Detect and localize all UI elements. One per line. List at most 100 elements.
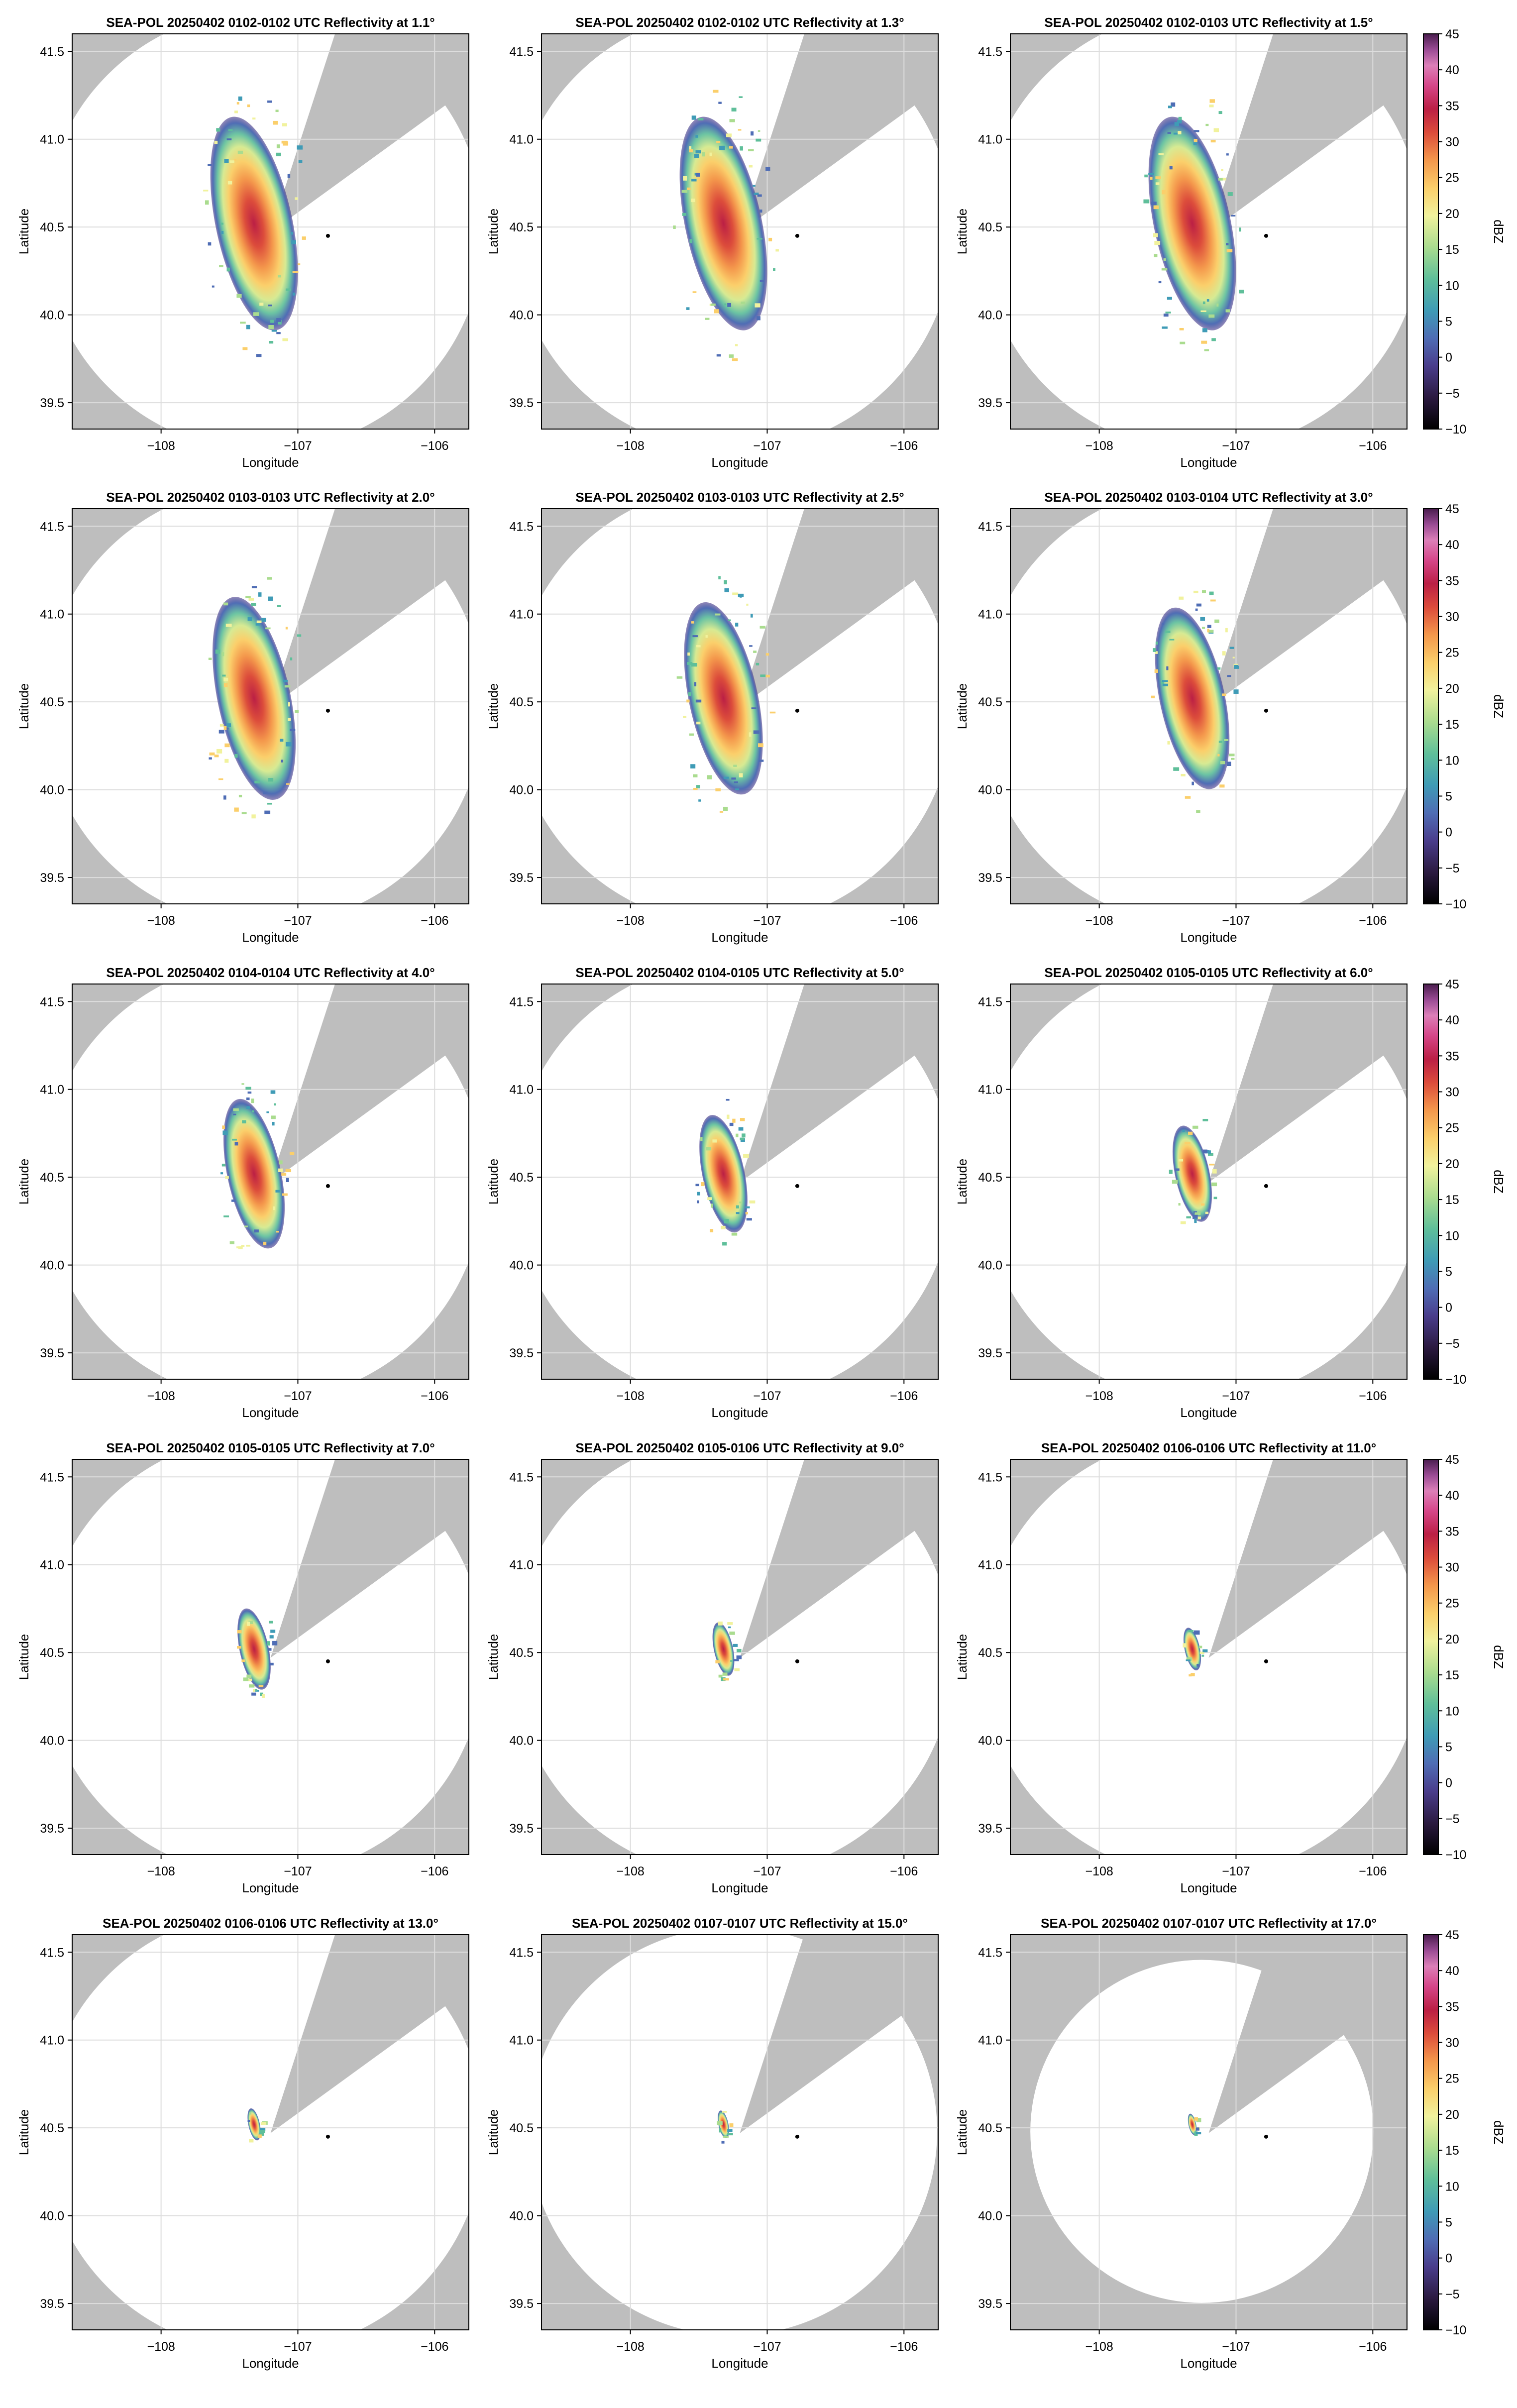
echo-speckle — [295, 710, 299, 713]
echo-speckle — [280, 739, 284, 742]
y-tick-label: 39.5 — [40, 1346, 64, 1360]
echo-speckle — [276, 1231, 279, 1233]
axes-frame — [72, 984, 469, 1380]
echo-speckle — [673, 225, 676, 229]
y-tick-label: 40.5 — [509, 2121, 534, 2135]
x-tick-label: −106 — [890, 914, 918, 928]
y-axis-label: Latitude — [486, 2109, 501, 2156]
echo-speckle — [276, 152, 281, 156]
echo-speckle — [284, 685, 291, 688]
x-tick-label: −106 — [890, 439, 918, 453]
echo-speckle — [1154, 254, 1158, 257]
y-tick-label: 41.0 — [978, 1083, 1002, 1097]
echo-speckle — [759, 280, 764, 282]
echo-speckle — [221, 652, 224, 657]
panel-title: SEA-POL 20250402 0102-0103 UTC Reflectiv… — [1044, 15, 1373, 30]
y-axis-label: Latitude — [486, 209, 501, 255]
blocked-sector — [270, 984, 469, 1183]
y-axis-label: Latitude — [955, 1159, 970, 1205]
plot-area — [72, 984, 469, 1379]
echo-speckle — [1217, 667, 1221, 670]
y-tick-label: 40.0 — [978, 783, 1002, 797]
echo-speckle — [1178, 116, 1182, 121]
echo-speckle — [1210, 599, 1216, 602]
plot-area — [542, 34, 938, 429]
echo-speckle — [1186, 1657, 1192, 1661]
echo-core — [684, 602, 763, 795]
echo-speckle — [221, 222, 223, 225]
echo-speckle — [730, 1660, 733, 1662]
echo-speckle — [1201, 340, 1207, 344]
echo-speckle — [226, 723, 231, 727]
echo-speckle — [701, 1182, 705, 1187]
echo-speckle — [290, 729, 296, 731]
radar-site-marker — [1264, 1659, 1268, 1663]
colorbar-tick-label: −5 — [1445, 1337, 1460, 1351]
echo-speckle — [1174, 122, 1179, 126]
echo-speckle — [224, 728, 229, 730]
y-tick-label: 41.0 — [509, 133, 534, 147]
colorbar: 45 40 35 30 25 20 15 10 5 0 −5 −10 dBZ — [1423, 27, 1506, 437]
echo-speckle — [689, 149, 693, 153]
echo-speckle — [259, 302, 264, 306]
echo-speckle — [1171, 102, 1176, 107]
echo-speckle — [245, 1087, 251, 1090]
echo-speckle — [223, 683, 228, 687]
colorbar-tick-label: 45 — [1445, 27, 1459, 41]
echo-speckle — [1167, 741, 1170, 745]
echo-speckle — [734, 1668, 740, 1671]
echo-speckle — [270, 320, 274, 323]
echo-speckle — [275, 1190, 280, 1193]
echo-speckle — [1202, 301, 1205, 305]
echo-speckle — [1198, 1645, 1202, 1648]
blocked-sector — [740, 984, 938, 1183]
panel-7: −108 −107 −106 39.5 40.0 40.5 41.0 41.5 SEA-POL … — [16, 965, 469, 1420]
echo-speckle — [1179, 1159, 1184, 1162]
echo-speckle — [738, 1127, 744, 1131]
echo-speckle — [757, 238, 762, 240]
echo-speckle — [251, 814, 256, 819]
colorbar: 45 40 35 30 25 20 15 10 5 0 −5 −10 dBZ — [1423, 1928, 1506, 2337]
echo-speckle — [1193, 141, 1197, 145]
echo-speckle — [208, 164, 212, 166]
echo-speckle — [1193, 130, 1199, 132]
colorbar-tick-label: 25 — [1445, 646, 1459, 660]
echo-speckle — [1213, 1197, 1217, 1200]
echo-core — [1155, 607, 1230, 789]
echo-speckle — [222, 1130, 228, 1135]
echo-speckle — [756, 138, 761, 142]
echo-speckle — [1155, 176, 1161, 180]
colorbar-tick-label: 10 — [1445, 279, 1459, 293]
echo-speckle — [732, 592, 739, 595]
echo-speckle — [719, 145, 725, 150]
echo-speckle — [1239, 290, 1244, 294]
echo-speckle — [1182, 1130, 1185, 1132]
x-tick-label: −107 — [1222, 1389, 1250, 1403]
echo-speckle — [226, 267, 230, 271]
echo-speckle — [697, 1192, 700, 1196]
echo-speckle — [224, 759, 229, 763]
echo-speckle — [1217, 754, 1220, 757]
echo-speckle — [212, 285, 215, 288]
colorbar-tick-label: 45 — [1445, 978, 1459, 991]
echo-speckle — [254, 1229, 259, 1233]
echo-speckle — [1192, 1125, 1198, 1129]
echo-core — [223, 1098, 285, 1249]
echo-speckle — [302, 236, 306, 240]
y-tick-label: 40.5 — [40, 695, 64, 709]
colorbar-gradient — [1423, 1459, 1439, 1855]
colorbar-tick-label: 35 — [1445, 1525, 1459, 1538]
echo-speckle — [1229, 647, 1234, 649]
echo-speckle — [1207, 625, 1211, 628]
echo-speckle — [256, 354, 262, 357]
echo-speckle — [258, 1685, 264, 1688]
echo-speckle — [246, 325, 250, 329]
x-tick-label: −106 — [1359, 2340, 1387, 2354]
x-axis-label: Longitude — [242, 1405, 299, 1420]
echo-speckle — [716, 141, 721, 143]
echo-speckle — [1213, 128, 1219, 132]
echo-speckle — [1208, 630, 1214, 633]
y-tick-label: 39.5 — [509, 396, 534, 410]
colorbar-tick-label: 30 — [1445, 2036, 1459, 2050]
echo-speckle — [1175, 1168, 1180, 1171]
